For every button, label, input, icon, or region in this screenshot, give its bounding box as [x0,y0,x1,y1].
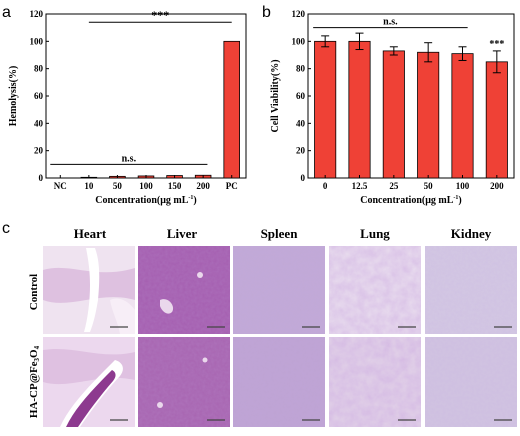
organ-label-lung: Lung [360,226,390,241]
x-axis-label: Concentration(μg mL-1) [360,195,462,206]
tile-treated-kidney [425,337,517,427]
bar [451,53,474,179]
chart-a-hemolysis: 0 20 40 60 80 100 120 NC 10 50 100 150 200 PC *** n.s. H… [8,8,247,206]
tile-control-kidney [425,246,517,334]
bar [223,40,240,179]
tile-treated-liver [138,337,230,427]
x-axis-label: Concentration(μg mL-1) [95,195,197,206]
y-tick-label: 100 [292,36,306,46]
histology-panel: Heart Liver Spleen Lung Kidney Control H… [28,226,517,427]
tile-control-liver [138,246,230,334]
panel-b-letter: b [262,4,271,21]
bar [417,51,440,179]
y-tick-label: 40 [34,118,44,128]
x-tick-label: 100 [139,181,153,191]
x-tick-label: 100 [456,181,470,191]
x-tick-label: PC [226,181,238,191]
tile-control-heart [43,246,135,334]
y-tick-label: 80 [34,64,44,74]
y-tick-label: 120 [30,9,44,19]
tile-control-lung [329,246,421,334]
panel-c-letter: c [2,220,10,237]
y-tick-label: 120 [292,9,306,19]
x-tick-label: 12.5 [352,181,368,191]
plot-frame [45,13,247,179]
significance-label: n.s. [122,153,137,164]
y-tick-label: 60 [296,91,306,101]
y-tick-label: 80 [296,64,306,74]
organ-label-liver: Liver [167,226,198,241]
x-tick-label: NC [54,181,67,191]
x-tick-label: 0 [323,181,328,191]
x-tick-label: 50 [113,181,123,191]
tile-treated-lung [329,337,421,427]
y-axis-label: Hemolysis(%) [8,66,19,127]
x-tick-label: 50 [424,181,434,191]
row-label-control: Control [28,274,40,310]
significance-label: *** [489,39,504,50]
panel-a-letter: a [2,4,11,21]
tile-control-spleen [233,246,325,334]
y-tick-label: 0 [39,173,44,183]
y-tick-label: 40 [296,118,306,128]
chart-b-cell-viability: 0 20 40 60 80 100 120 0 12.5 25 50 100 200 n.s. *** Cel… [270,9,515,206]
y-tick-label: 60 [34,91,44,101]
tile-treated-heart [43,337,135,427]
bar [348,40,371,179]
x-tick-label: 200 [196,181,210,191]
y-tick-label: 20 [296,146,306,156]
organ-label-spleen: Spleen [261,226,299,241]
y-axis-label: Cell Viability(%) [270,59,281,132]
plot-frame [307,13,515,179]
bar [314,40,337,179]
significance-label: n.s. [383,17,398,28]
y-tick-label: 0 [301,173,306,183]
significance-label: *** [151,8,169,22]
row-label-treated: HA-CP@Fe3O4 [28,345,41,418]
bar [382,50,405,179]
bar [485,61,508,179]
x-tick-label: 200 [490,181,504,191]
x-tick-label: 25 [389,181,399,191]
x-tick-label: 10 [84,181,94,191]
y-tick-label: 20 [34,146,44,156]
y-tick-label: 100 [30,36,44,46]
x-tick-label: 150 [168,181,182,191]
tile-treated-spleen [233,337,325,427]
organ-label-kidney: Kidney [451,226,492,241]
organ-label-heart: Heart [74,226,107,241]
